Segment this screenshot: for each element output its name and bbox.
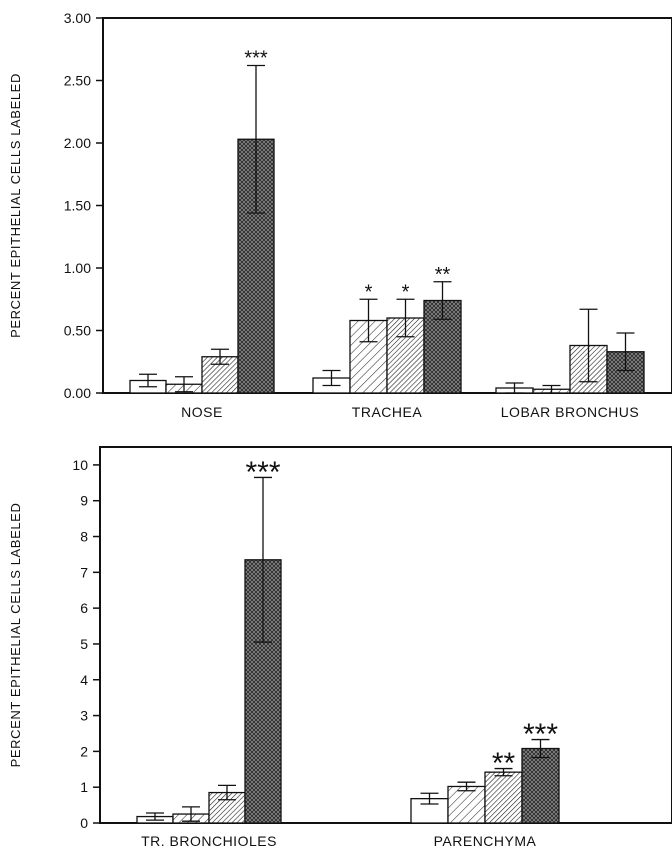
significance-marker: * — [402, 281, 410, 303]
y-axis-title: PERCENT EPITHELIAL CELLS LABELED — [8, 73, 23, 338]
y-tick-label: 0 — [80, 815, 88, 831]
category-label: TRACHEA — [352, 404, 423, 420]
significance-marker: ** — [435, 264, 451, 286]
y-tick-label: 1.00 — [64, 260, 91, 276]
y-tick-label: 0.50 — [64, 323, 91, 339]
y-tick-label: 9 — [80, 493, 88, 509]
y-tick-label: 2 — [80, 743, 88, 759]
bar — [201, 356, 239, 394]
significance-marker: *** — [244, 48, 268, 70]
significance-marker: * — [365, 281, 373, 303]
y-tick-label: 1 — [80, 779, 88, 795]
bar — [521, 747, 560, 824]
y-tick-label: 4 — [80, 672, 88, 688]
y-tick-label: 7 — [80, 564, 88, 580]
y-tick-label: 8 — [80, 529, 88, 545]
y-tick-label: 2.00 — [64, 135, 91, 151]
bar — [447, 785, 486, 824]
y-tick-label: 3.00 — [64, 10, 91, 26]
category-label: TR. BRONCHIOLES — [141, 833, 277, 849]
category-label: LOBAR BRONCHUS — [501, 404, 639, 420]
significance-marker: *** — [245, 456, 280, 489]
significance-marker: *** — [523, 718, 558, 751]
chart-bottom-panel: 0 1 2 3 4 5 6 7 8 9 10 PERCENT EPITHELIAL CELLS LAB… — [8, 446, 672, 849]
significance-marker: ** — [492, 747, 516, 780]
plot-frame — [99, 446, 672, 824]
y-tick-label: 2.50 — [64, 73, 91, 89]
category-label: PARENCHYMA — [434, 833, 537, 849]
y-tick-label: 1.50 — [64, 198, 91, 214]
category-label: NOSE — [181, 404, 223, 420]
bar — [423, 299, 462, 394]
y-tick-label: 3 — [80, 708, 88, 724]
y-tick-label: 6 — [80, 600, 88, 616]
y-tick-label: 0.00 — [64, 385, 91, 401]
chart-top-panel: 0.00 0.50 1.00 1.50 2.00 2.50 3.00 PERCENT EPIT… — [8, 10, 672, 420]
bar — [484, 771, 523, 824]
y-tick-label: 5 — [80, 636, 88, 652]
y-axis-title: PERCENT EPITHELIAL CELLS LABELED — [8, 503, 23, 768]
y-tick-label: 10 — [72, 457, 88, 473]
